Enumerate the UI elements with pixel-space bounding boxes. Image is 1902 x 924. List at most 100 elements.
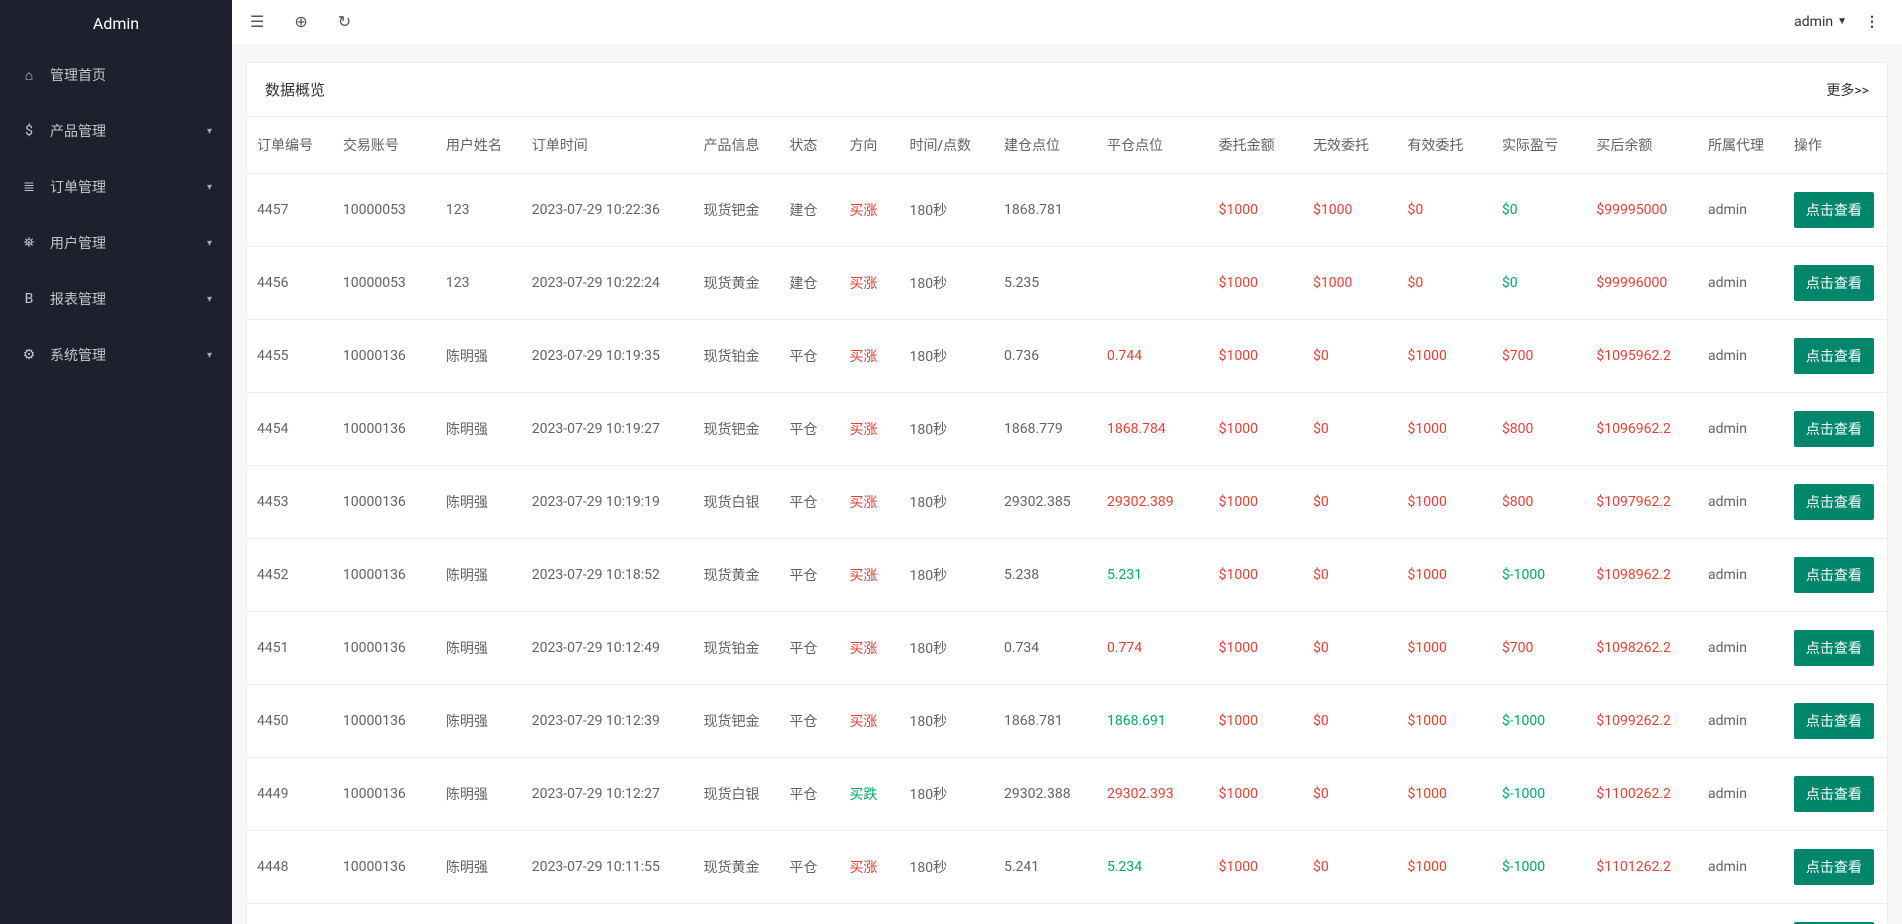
cell-close: 1868.784 — [1097, 393, 1209, 466]
cell-status: 平仓 — [779, 758, 839, 831]
cell-agent: admin — [1698, 466, 1784, 539]
cell-id: 4456 — [247, 247, 333, 320]
card-title: 数据概览 — [265, 79, 325, 100]
menu-label: 产品管理 — [50, 121, 207, 141]
cell-direction: 买涨 — [839, 174, 899, 247]
menu-label: 订单管理 — [50, 177, 207, 197]
cell-close: 5.234 — [1097, 831, 1209, 904]
view-button[interactable]: 点击查看 — [1794, 557, 1874, 593]
cell-agent: admin — [1698, 904, 1784, 924]
cell-id: 4455 — [247, 320, 333, 393]
cell-duration: 180秒 — [900, 466, 994, 539]
cell-balance: $1099262.2 — [1586, 685, 1698, 758]
table-header: 状态 — [779, 117, 839, 174]
cell-action: 点击查看 — [1784, 831, 1887, 904]
cell-status: 平仓 — [779, 904, 839, 924]
cell-action: 点击查看 — [1784, 320, 1887, 393]
view-button[interactable]: 点击查看 — [1794, 849, 1874, 885]
view-button[interactable]: 点击查看 — [1794, 411, 1874, 447]
cell-close: 5.232 — [1097, 904, 1209, 924]
cell-agent: admin — [1698, 612, 1784, 685]
sidebar-item-5[interactable]: ⚙系统管理▾ — [0, 327, 232, 383]
cell-agent: admin — [1698, 758, 1784, 831]
cell-product: 现货钯金 — [693, 685, 779, 758]
sidebar-title: Admin — [0, 0, 232, 47]
cell-time: 2023-07-29 10:11:55 — [522, 831, 694, 904]
cell-product: 现货黄金 — [693, 247, 779, 320]
cell-amount: $1000 — [1209, 174, 1303, 247]
cell-valid: $1000 — [1398, 685, 1492, 758]
sidebar-item-4[interactable]: B报表管理▾ — [0, 271, 232, 327]
cell-status: 平仓 — [779, 539, 839, 612]
cell-agent: admin — [1698, 393, 1784, 466]
cell-time: 2023-07-29 10:18:52 — [522, 539, 694, 612]
table-header: 方向 — [839, 117, 899, 174]
sidebar-item-2[interactable]: ≣订单管理▾ — [0, 159, 232, 215]
cell-balance: $1101262.2 — [1586, 831, 1698, 904]
cell-balance: $99996000 — [1586, 247, 1698, 320]
cell-amount: $1000 — [1209, 831, 1303, 904]
cell-duration: 180秒 — [900, 174, 994, 247]
user-menu[interactable]: admin ▼ — [1794, 14, 1847, 30]
cell-pl: $0 — [1492, 247, 1586, 320]
cell-amount: $1000 — [1209, 612, 1303, 685]
cell-direction: 买跌 — [839, 758, 899, 831]
cell-duration: 180秒 — [900, 612, 994, 685]
table-header: 操作 — [1784, 117, 1887, 174]
table-row: 4456100000531232023-07-29 10:22:24现货黄金建仓… — [247, 247, 1887, 320]
cell-close: 5.231 — [1097, 539, 1209, 612]
table-row: 445410000136陈明强2023-07-29 10:19:27现货钯金平仓… — [247, 393, 1887, 466]
cell-pl: $-1000 — [1492, 539, 1586, 612]
cell-status: 建仓 — [779, 174, 839, 247]
sidebar-item-3[interactable]: ⛯用户管理▾ — [0, 215, 232, 271]
cell-open: 0.736 — [994, 320, 1097, 393]
cell-pl: $-1000 — [1492, 904, 1586, 924]
cell-valid: $1000 — [1398, 320, 1492, 393]
cell-time: 2023-07-29 10:19:27 — [522, 393, 694, 466]
table-header: 交易账号 — [333, 117, 436, 174]
cell-balance: $1095962.2 — [1586, 320, 1698, 393]
cell-id: 4450 — [247, 685, 333, 758]
view-button[interactable]: 点击查看 — [1794, 630, 1874, 666]
cell-product: 现货钯金 — [693, 174, 779, 247]
cell-balance: $1096962.2 — [1586, 393, 1698, 466]
collapse-icon[interactable]: ☰ — [250, 12, 264, 31]
cell-time: 2023-07-29 10:22:36 — [522, 174, 694, 247]
cell-pl: $-1000 — [1492, 831, 1586, 904]
cell-action: 点击查看 — [1784, 758, 1887, 831]
view-button[interactable]: 点击查看 — [1794, 776, 1874, 812]
chevron-down-icon: ▾ — [207, 238, 212, 249]
chevron-down-icon: ▾ — [207, 294, 212, 305]
menu-icon: ⌂ — [20, 67, 38, 84]
cell-duration: 180秒 — [900, 320, 994, 393]
cell-product: 现货铂金 — [693, 320, 779, 393]
refresh-icon[interactable]: ↻ — [338, 12, 351, 31]
sidebar-menu: ⌂管理首页$产品管理▾≣订单管理▾⛯用户管理▾B报表管理▾⚙系统管理▾ — [0, 47, 232, 383]
view-button[interactable]: 点击查看 — [1794, 338, 1874, 374]
cell-invalid: $1000 — [1303, 247, 1397, 320]
cell-open: 1868.781 — [994, 685, 1097, 758]
cell-invalid: $0 — [1303, 685, 1397, 758]
cell-time: 2023-07-29 10:19:35 — [522, 320, 694, 393]
sidebar-item-0[interactable]: ⌂管理首页 — [0, 47, 232, 103]
cell-account: 10000136 — [333, 320, 436, 393]
view-button[interactable]: 点击查看 — [1794, 703, 1874, 739]
cell-agent: admin — [1698, 539, 1784, 612]
card-more-link[interactable]: 更多>> — [1826, 80, 1869, 100]
cell-action: 点击查看 — [1784, 247, 1887, 320]
cell-amount: $1000 — [1209, 320, 1303, 393]
table-header: 委托金额 — [1209, 117, 1303, 174]
cell-action: 点击查看 — [1784, 539, 1887, 612]
cell-user: 陈明强 — [436, 320, 522, 393]
cell-id: 4448 — [247, 831, 333, 904]
menu-icon: ≣ — [20, 179, 38, 195]
view-button[interactable]: 点击查看 — [1794, 192, 1874, 228]
sidebar-item-1[interactable]: $产品管理▾ — [0, 103, 232, 159]
view-button[interactable]: 点击查看 — [1794, 265, 1874, 301]
cell-duration: 180秒 — [900, 758, 994, 831]
more-icon[interactable]: ⋮ — [1859, 14, 1884, 30]
globe-icon[interactable]: ⊕ — [294, 12, 307, 31]
view-button[interactable]: 点击查看 — [1794, 484, 1874, 520]
menu-icon: ⛯ — [20, 235, 38, 251]
table-row: 445510000136陈明强2023-07-29 10:19:35现货铂金平仓… — [247, 320, 1887, 393]
